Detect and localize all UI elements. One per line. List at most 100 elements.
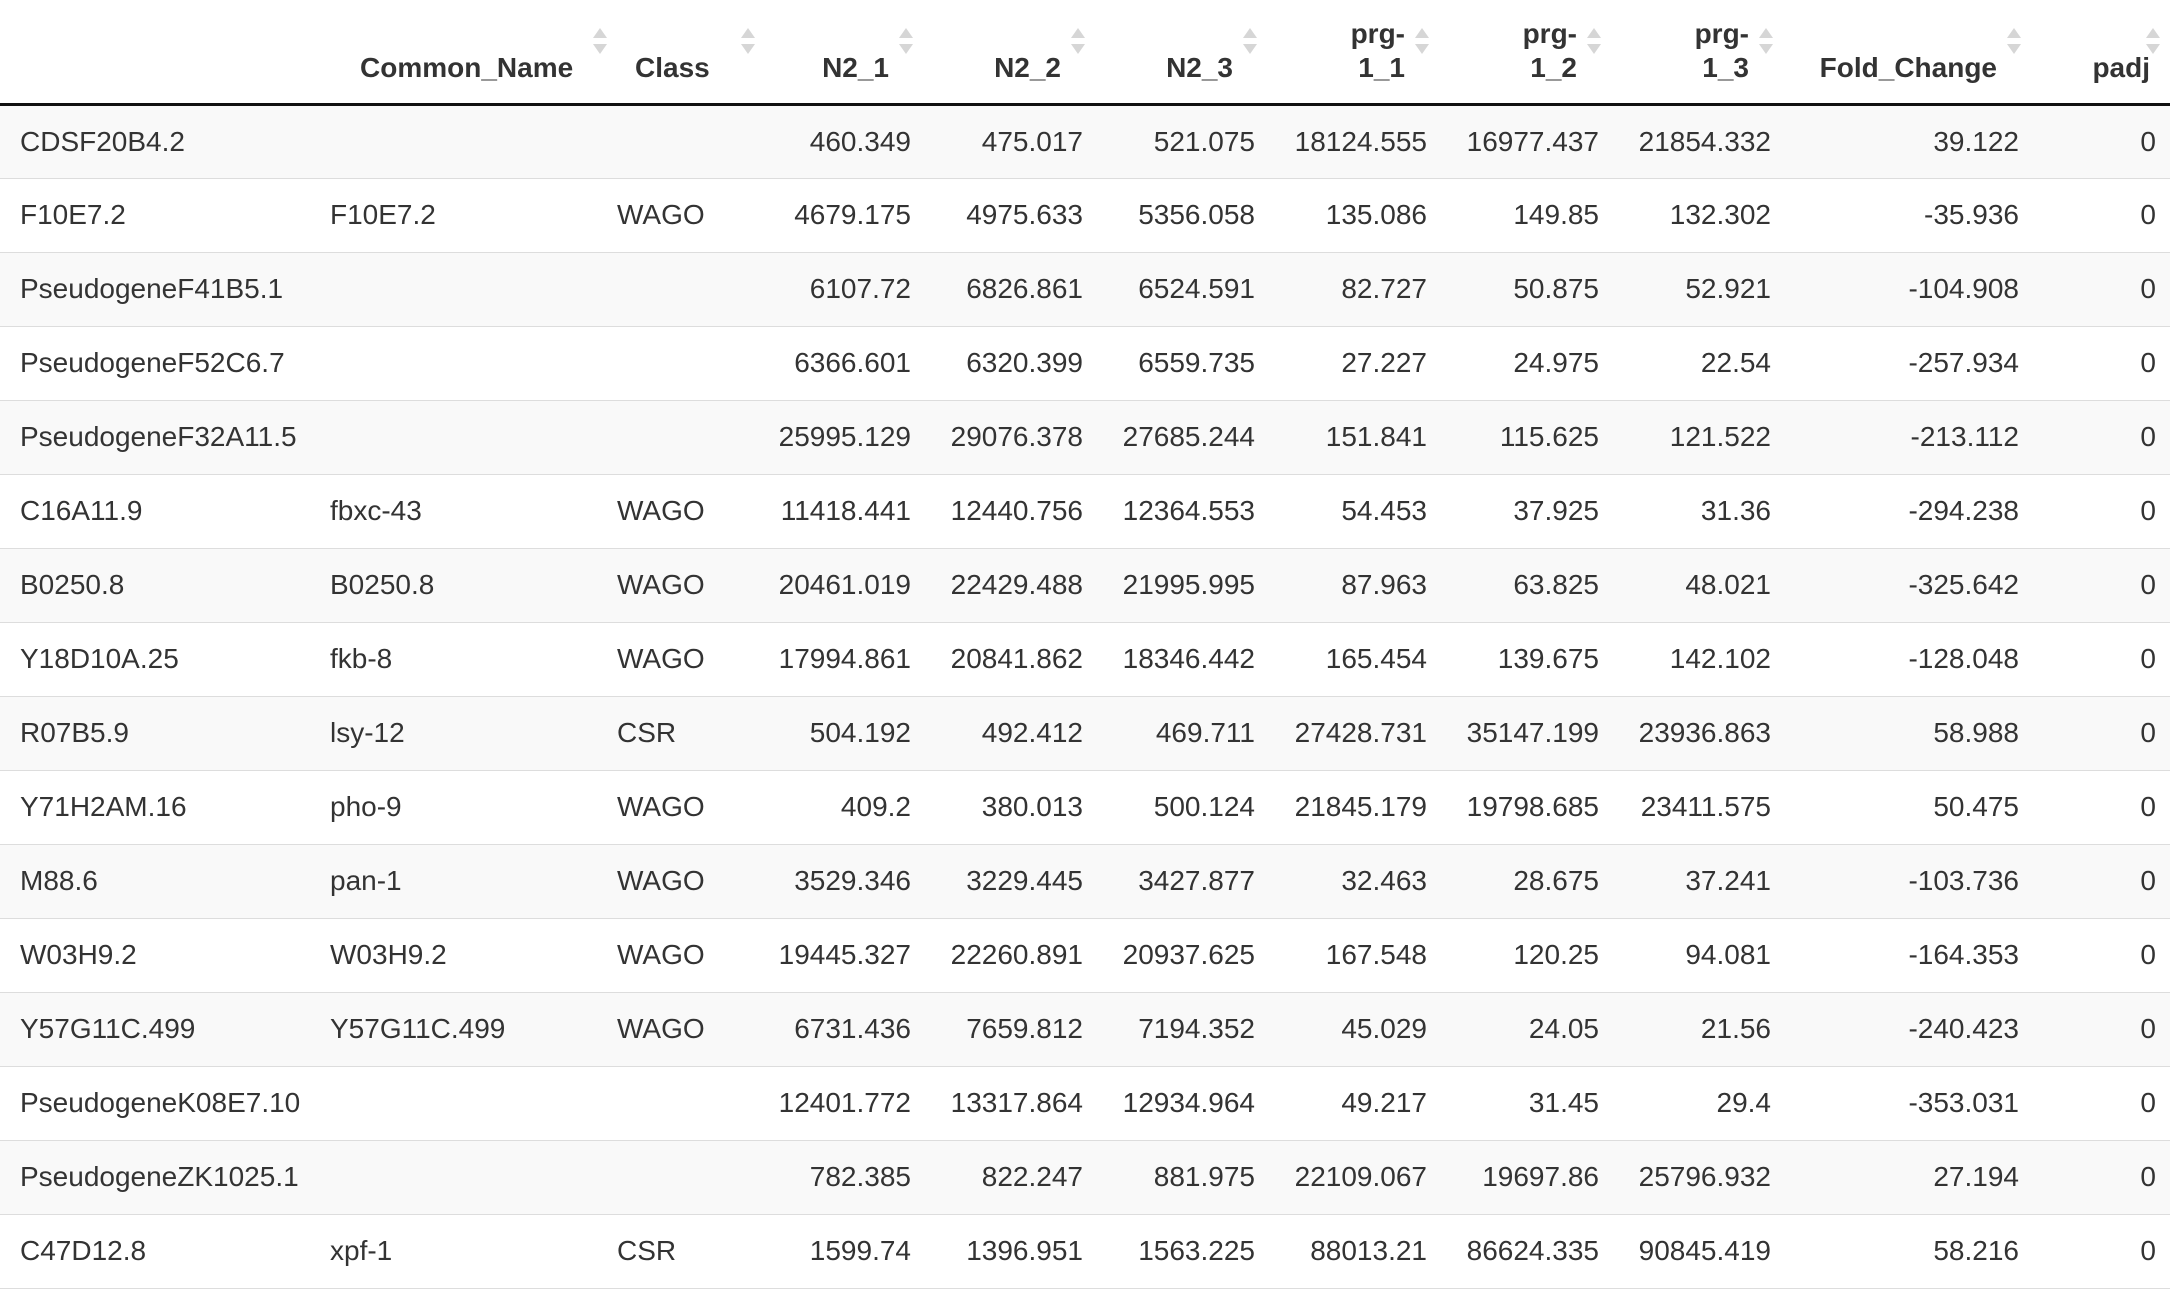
table-row[interactable]: PseudogeneK08E7.10 12401.772 13317.864 1293… <box>0 1065 2170 1140</box>
n2-1-cell: 6366.601 <box>765 325 923 400</box>
sort-icon[interactable] <box>2146 26 2160 62</box>
n2-2-cell: 13317.864 <box>923 1065 1095 1140</box>
prg-1-1-cell: 54.453 <box>1267 473 1439 548</box>
gene-cell: CDSF20B4.2 <box>20 125 185 157</box>
column-header-n2-3[interactable]: N2_3 <box>1095 0 1267 106</box>
column-header-padj[interactable]: padj <box>2031 0 2170 106</box>
sort-icon[interactable] <box>2007 26 2021 62</box>
column-label-line2: 1_3 <box>1702 51 1749 83</box>
n2-3-cell: 18346.442 <box>1095 621 1267 696</box>
table-row[interactable]: PseudogeneF41B5.1 6107.72 6826.861 6524.591… <box>0 251 2170 326</box>
n2-1-cell: 504.192 <box>765 695 923 770</box>
column-header-fold-change[interactable]: Fold_Change <box>1783 0 2031 106</box>
table-row[interactable]: C16A11.9 fbxc-43 WAGO 11418.441 12440.756 123… <box>0 473 2170 548</box>
table-row[interactable]: M88.6 pan-1 WAGO 3529.346 3229.445 3427.877 32… <box>0 843 2170 918</box>
sort-icon[interactable] <box>899 26 913 62</box>
column-label: Class <box>635 51 710 83</box>
prg-1-3-cell: 25796.932 <box>1611 1139 1783 1214</box>
n2-1-cell: 4679.175 <box>765 177 923 252</box>
fold-change-cell: -164.353 <box>1783 917 2031 992</box>
common-name-cell <box>330 251 617 326</box>
table-row[interactable]: C47D12.8 xpf-1 CSR 1599.74 1396.951 1563.225 8… <box>0 1213 2170 1289</box>
n2-1-cell: 12401.772 <box>765 1065 923 1140</box>
n2-1-cell: 409.2 <box>765 769 923 844</box>
table-row[interactable]: PseudogeneF52C6.7 6366.601 6320.399 6559.73… <box>0 325 2170 400</box>
table-row[interactable]: W03H9.2 W03H9.2 WAGO 19445.327 22260.891 2093… <box>0 917 2170 992</box>
padj-cell: 0 <box>2031 991 2170 1066</box>
sort-icon[interactable] <box>1071 26 1085 62</box>
table-row[interactable]: Y57G11C.499 Y57G11C.499 WAGO 6731.436 7659.8… <box>0 991 2170 1066</box>
class-cell: WAGO <box>617 177 765 252</box>
fold-change-cell: -128.048 <box>1783 621 2031 696</box>
table-row[interactable]: CDSF20B4.2 460.349 475.017 521.075 18124.555… <box>0 104 2170 178</box>
n2-2-cell: 22429.488 <box>923 547 1095 622</box>
common-name-cell: fbxc-43 <box>330 473 617 548</box>
common-name-cell: Y57G11C.499 <box>330 991 617 1066</box>
column-header-common-name[interactable]: Common_Name <box>330 0 617 106</box>
prg-1-2-cell: 120.25 <box>1439 917 1611 992</box>
prg-1-1-cell: 165.454 <box>1267 621 1439 696</box>
table-row[interactable]: R07B5.9 lsy-12 CSR 504.192 492.412 469.711 274… <box>0 695 2170 770</box>
prg-1-1-cell: 88013.21 <box>1267 1213 1439 1289</box>
prg-1-2-cell: 86624.335 <box>1439 1213 1611 1289</box>
padj-cell: 0 <box>2031 1213 2170 1289</box>
sort-icon[interactable] <box>1759 26 1773 62</box>
table-row[interactable]: Y18D10A.25 fkb-8 WAGO 17994.861 20841.862 183… <box>0 621 2170 696</box>
n2-3-cell: 27685.244 <box>1095 399 1267 474</box>
sort-icon[interactable] <box>1587 26 1601 62</box>
padj-cell: 0 <box>2140 125 2156 157</box>
n2-1-cell: 6107.72 <box>765 251 923 326</box>
column-header-prg-1-3[interactable]: prg- 1_3 <box>1611 0 1783 106</box>
n2-1-cell: 17994.861 <box>765 621 923 696</box>
n2-2-cell: 6320.399 <box>923 325 1095 400</box>
table-row[interactable]: PseudogeneF32A11.5 25995.129 29076.378 2768… <box>0 399 2170 474</box>
prg-1-1-cell: 87.963 <box>1267 547 1439 622</box>
column-header-n2-2[interactable]: N2_2 <box>923 0 1095 106</box>
n2-2-cell: 492.412 <box>923 695 1095 770</box>
common-name-cell: xpf-1 <box>330 1213 617 1289</box>
fold-change-cell: 39.122 <box>1933 125 2019 157</box>
prg-1-1-cell: 32.463 <box>1267 843 1439 918</box>
common-name-cell <box>330 1139 617 1214</box>
n2-3-cell: 12934.964 <box>1095 1065 1267 1140</box>
column-header-class[interactable]: Class <box>617 0 765 106</box>
fold-change-cell: -104.908 <box>1783 251 2031 326</box>
n2-3-cell: 521.075 <box>1153 125 1255 157</box>
table-row[interactable]: B0250.8 B0250.8 WAGO 20461.019 22429.488 2199… <box>0 547 2170 622</box>
table-row[interactable]: Y71H2AM.16 pho-9 WAGO 409.2 380.013 500.124 21… <box>0 769 2170 844</box>
n2-1-cell: 20461.019 <box>765 547 923 622</box>
prg-1-3-cell: 94.081 <box>1611 917 1783 992</box>
sort-icon[interactable] <box>1415 26 1429 62</box>
n2-2-cell: 475.017 <box>981 125 1083 157</box>
column-header-n2-1[interactable]: N2_1 <box>765 0 923 106</box>
padj-cell: 0 <box>2031 843 2170 918</box>
sort-icon[interactable] <box>741 26 755 62</box>
common-name-cell <box>330 399 617 474</box>
prg-1-1-cell: 82.727 <box>1267 251 1439 326</box>
sort-icon[interactable] <box>1243 26 1257 62</box>
class-cell: CSR <box>617 1213 765 1289</box>
prg-1-1-cell: 27428.731 <box>1267 695 1439 770</box>
prg-1-1-cell: 45.029 <box>1267 991 1439 1066</box>
common-name-cell: pho-9 <box>330 769 617 844</box>
sort-icon[interactable] <box>593 26 607 62</box>
n2-2-cell: 4975.633 <box>923 177 1095 252</box>
column-label: N2_3 <box>1166 51 1233 83</box>
table-row[interactable]: F10E7.2 F10E7.2 WAGO 4679.175 4975.633 5356.0… <box>0 177 2170 252</box>
column-header-prg-1-1[interactable]: prg- 1_1 <box>1267 0 1439 106</box>
fold-change-cell: -325.642 <box>1783 547 2031 622</box>
prg-1-1-cell: 167.548 <box>1267 917 1439 992</box>
prg-1-3-cell: 29.4 <box>1611 1065 1783 1140</box>
prg-1-2-cell: 35147.199 <box>1439 695 1611 770</box>
prg-1-2-cell: 24.05 <box>1439 991 1611 1066</box>
prg-1-1-cell: 135.086 <box>1267 177 1439 252</box>
table-row[interactable]: PseudogeneZK1025.1 782.385 822.247 881.975 2… <box>0 1139 2170 1214</box>
n2-1-cell: 460.349 <box>809 125 911 157</box>
class-cell <box>617 1065 765 1140</box>
n2-2-cell: 12440.756 <box>923 473 1095 548</box>
n2-2-cell: 3229.445 <box>923 843 1095 918</box>
column-header-prg-1-2[interactable]: prg- 1_2 <box>1439 0 1611 106</box>
column-label: N2_2 <box>994 51 1061 83</box>
prg-1-2-cell: 31.45 <box>1439 1065 1611 1140</box>
